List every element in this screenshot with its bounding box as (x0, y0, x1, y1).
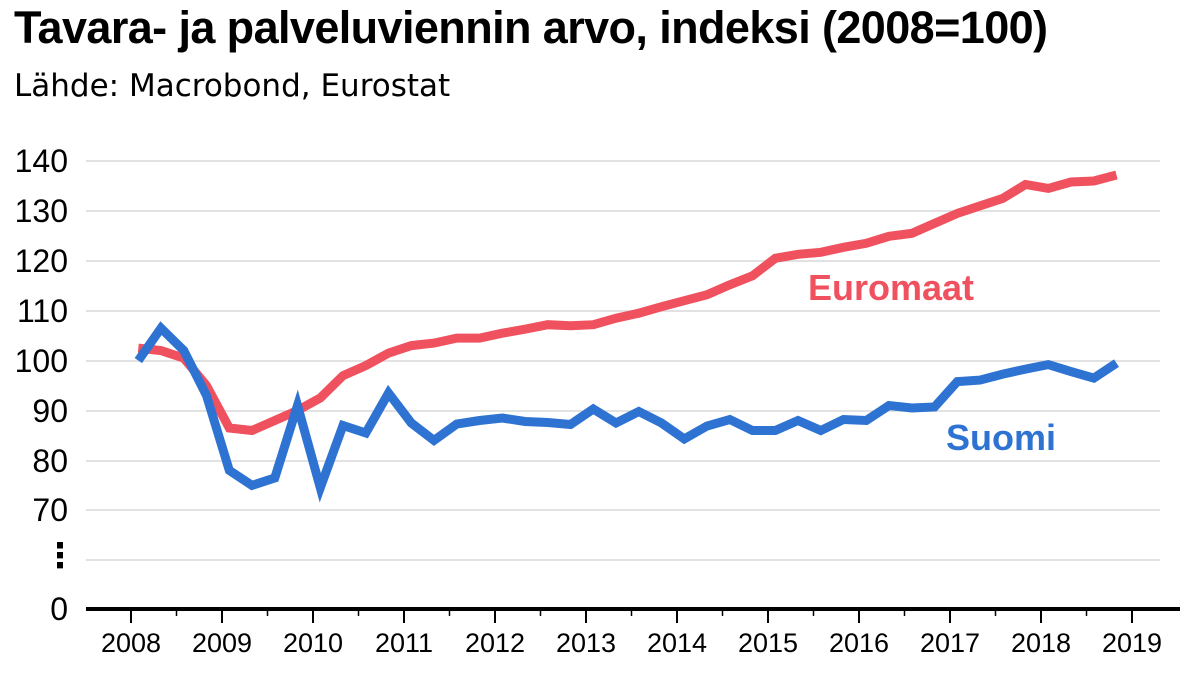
series-label-suomi: Suomi (946, 417, 1056, 458)
x-axis-tick-labels: 2008 2009 2010 2011 2012 2013 2014 2015 2016 2017… (101, 628, 1162, 658)
x-tick-label: 2013 (556, 628, 616, 658)
series-label-euromaat: Euromaat (808, 267, 974, 308)
chart-subtitle: Lähde: Macrobond, Eurostat (14, 68, 451, 104)
x-tick-label: 2010 (283, 628, 343, 658)
y-tick-label: 130 (15, 193, 68, 229)
y-tick-label: 90 (32, 393, 68, 429)
x-tick-label: 2015 (738, 628, 798, 658)
x-tick-label: 2009 (192, 628, 252, 658)
series-lines (134, 170, 1119, 503)
x-tick-label: 2008 (101, 628, 161, 658)
series-labels: Euromaat Suomi (808, 267, 1056, 458)
y-tick-label: ⋮ (43, 537, 77, 575)
y-tick-label: 70 (32, 492, 68, 528)
x-axis (86, 607, 1180, 623)
x-tick-label: 2019 (1102, 628, 1162, 658)
y-tick-label: 120 (15, 243, 68, 279)
y-tick-label: 140 (15, 143, 68, 179)
y-tick-label: 80 (32, 443, 68, 479)
series-line-suomi (134, 321, 1119, 503)
chart-title: Tavara- ja palveluviennin arvo, indeksi … (14, 2, 1048, 53)
x-tick-label: 2016 (829, 628, 889, 658)
y-tick-label: 110 (17, 293, 68, 329)
x-tick-label: 2018 (1011, 628, 1071, 658)
x-tick-label: 2014 (647, 628, 707, 658)
y-tick-label: 100 (15, 343, 68, 379)
gridlines (86, 160, 1160, 561)
x-tick-label: 2012 (465, 628, 525, 658)
x-tick-label: 2017 (920, 628, 980, 658)
y-tick-label: 0 (50, 591, 68, 627)
x-tick-label: 2011 (375, 628, 433, 658)
y-axis-tick-labels: 140 130 120 110 100 90 80 70 ⋮ 0 (15, 143, 77, 627)
